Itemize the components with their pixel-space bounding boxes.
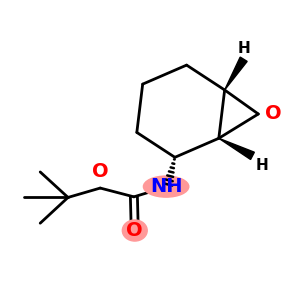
Text: NH: NH — [150, 177, 182, 196]
Polygon shape — [219, 138, 254, 160]
Text: O: O — [127, 221, 143, 240]
Text: O: O — [92, 162, 109, 181]
Ellipse shape — [143, 176, 189, 197]
Ellipse shape — [122, 220, 147, 241]
Text: H: H — [237, 41, 250, 56]
Text: O: O — [265, 104, 281, 124]
Polygon shape — [225, 57, 247, 90]
Text: H: H — [256, 158, 269, 173]
